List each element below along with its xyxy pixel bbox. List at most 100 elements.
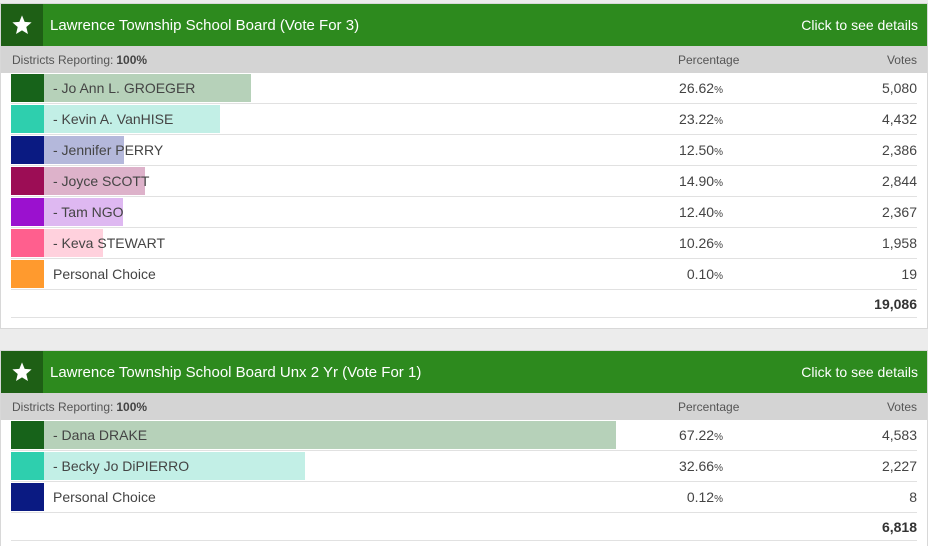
- percent-symbol: %: [714, 463, 723, 474]
- candidate-color-swatch: [11, 198, 44, 226]
- candidate-percentage: 23.22%: [679, 104, 723, 137]
- total-votes: 6,818: [881, 519, 917, 535]
- percentage-value: 26.62: [679, 80, 715, 96]
- candidate-row: - Jo Ann L. GROEGER 26.62% 5,080: [11, 73, 917, 104]
- race-header[interactable]: Lawrence Township School Board (Vote For…: [1, 4, 927, 46]
- results-subheader: Districts Reporting: 100% Percentage Vot…: [1, 393, 927, 420]
- total-votes: 19,086: [874, 296, 917, 312]
- candidate-row: - Jennifer PERRY 12.50% 2,386: [11, 135, 917, 166]
- candidate-percentage: 0.12%: [687, 482, 723, 515]
- candidate-row: - Kevin A. VanHISE 23.22% 4,432: [11, 104, 917, 135]
- candidate-row: - Keva STEWART 10.26% 1,958: [11, 228, 917, 259]
- percent-symbol: %: [714, 178, 723, 189]
- percentage-column-header: Percentage: [678, 399, 740, 414]
- results-subheader: Districts Reporting: 100% Percentage Vot…: [1, 46, 927, 73]
- percentage-value: 0.12: [686, 489, 715, 505]
- vote-share-bar: [11, 421, 616, 449]
- candidate-name: Personal Choice: [53, 266, 156, 282]
- candidate-votes: 4,432: [881, 111, 917, 127]
- percent-symbol: %: [714, 116, 723, 127]
- favorite-star-button[interactable]: [1, 4, 43, 46]
- candidate-name: - Jennifer PERRY: [53, 142, 164, 158]
- candidate-percentage: 67.22%: [679, 420, 723, 453]
- percent-symbol: %: [714, 271, 723, 282]
- votes-column-header: Votes: [886, 399, 917, 414]
- candidate-color-swatch: [11, 167, 44, 195]
- districts-reporting-value: 100%: [116, 399, 148, 414]
- districts-reporting-value: 100%: [116, 52, 148, 67]
- candidate-row: - Tam NGO 12.40% 2,367: [11, 197, 917, 228]
- candidate-row: Personal Choice 0.10% 19: [11, 259, 917, 290]
- percentage-value: 67.22: [679, 427, 715, 443]
- candidate-row: - Joyce SCOTT 14.90% 2,844: [11, 166, 917, 197]
- race-header[interactable]: Lawrence Township School Board Unx 2 Yr …: [1, 351, 927, 393]
- percentage-value: 23.22: [679, 111, 715, 127]
- candidate-votes: 19: [901, 266, 917, 282]
- percent-symbol: %: [714, 494, 723, 505]
- candidate-name: - Jo Ann L. GROEGER: [53, 80, 196, 96]
- percentage-value: 12.40: [679, 204, 715, 220]
- candidate-percentage: 14.90%: [679, 166, 723, 199]
- candidate-color-swatch: [11, 260, 44, 288]
- percent-symbol: %: [714, 209, 723, 220]
- candidate-votes: 2,367: [881, 204, 917, 220]
- votes-column-header: Votes: [886, 52, 917, 67]
- candidate-list: - Jo Ann L. GROEGER 26.62% 5,080 - Kevin…: [11, 73, 917, 290]
- candidate-votes: 2,844: [881, 173, 917, 189]
- candidate-color-swatch: [11, 229, 44, 257]
- race-card: Lawrence Township School Board (Vote For…: [0, 3, 928, 329]
- candidate-name: - Becky Jo DiPIERRO: [53, 458, 190, 474]
- race-title: Lawrence Township School Board Unx 2 Yr …: [50, 363, 422, 381]
- districts-reporting-label: Districts Reporting:: [12, 399, 114, 414]
- candidate-percentage: 12.50%: [679, 135, 723, 168]
- vote-share-bar: [11, 452, 305, 480]
- total-row: 6,818: [11, 513, 917, 541]
- candidate-votes: 5,080: [881, 80, 917, 96]
- candidate-votes: 2,227: [881, 458, 917, 474]
- race-title: Lawrence Township School Board (Vote For…: [50, 16, 360, 34]
- see-details-link[interactable]: Click to see details: [801, 17, 918, 33]
- percent-symbol: %: [714, 147, 723, 158]
- vote-share-bar: [11, 105, 220, 133]
- candidate-color-swatch: [11, 483, 44, 511]
- percent-symbol: %: [714, 85, 723, 96]
- percentage-column-header: Percentage: [678, 52, 740, 67]
- candidate-color-swatch: [11, 136, 44, 164]
- candidate-percentage: 12.40%: [679, 197, 723, 230]
- candidate-votes: 8: [909, 489, 917, 505]
- percentage-value: 32.66: [679, 458, 715, 474]
- candidate-percentage: 26.62%: [679, 73, 723, 106]
- star-icon: [12, 362, 32, 381]
- candidate-votes: 2,386: [881, 142, 917, 158]
- percentage-value: 10.26: [679, 235, 715, 251]
- candidate-name: - Tam NGO: [53, 204, 124, 220]
- candidate-name: - Keva STEWART: [53, 235, 166, 251]
- candidate-name: - Dana DRAKE: [53, 427, 148, 443]
- candidate-color-swatch: [11, 105, 44, 133]
- vote-share-bar: [11, 74, 251, 102]
- candidate-percentage: 10.26%: [679, 228, 723, 261]
- candidate-row: - Dana DRAKE 67.22% 4,583: [11, 420, 917, 451]
- percentage-value: 0.10: [686, 266, 715, 282]
- candidate-list: - Dana DRAKE 67.22% 4,583 - Becky Jo DiP…: [11, 420, 917, 513]
- percentage-value: 12.50: [679, 142, 715, 158]
- race-card: Lawrence Township School Board Unx 2 Yr …: [0, 350, 928, 546]
- candidate-name: Personal Choice: [53, 489, 156, 505]
- districts-reporting-label: Districts Reporting:: [12, 52, 114, 67]
- percent-symbol: %: [714, 432, 723, 443]
- candidate-row: - Becky Jo DiPIERRO 32.66% 2,227: [11, 451, 917, 482]
- candidate-name: - Kevin A. VanHISE: [53, 111, 174, 127]
- candidate-votes: 4,583: [881, 427, 917, 443]
- candidate-votes: 1,958: [881, 235, 917, 251]
- candidate-percentage: 32.66%: [679, 451, 723, 484]
- candidate-color-swatch: [11, 421, 44, 449]
- candidate-row: Personal Choice 0.12% 8: [11, 482, 917, 513]
- percent-symbol: %: [714, 240, 723, 251]
- favorite-star-button[interactable]: [1, 351, 43, 393]
- candidate-percentage: 0.10%: [687, 259, 723, 292]
- see-details-link[interactable]: Click to see details: [801, 364, 918, 380]
- percentage-value: 14.90: [679, 173, 715, 189]
- candidate-name: - Joyce SCOTT: [53, 173, 150, 189]
- star-icon: [12, 15, 32, 34]
- total-row: 19,086: [11, 290, 917, 318]
